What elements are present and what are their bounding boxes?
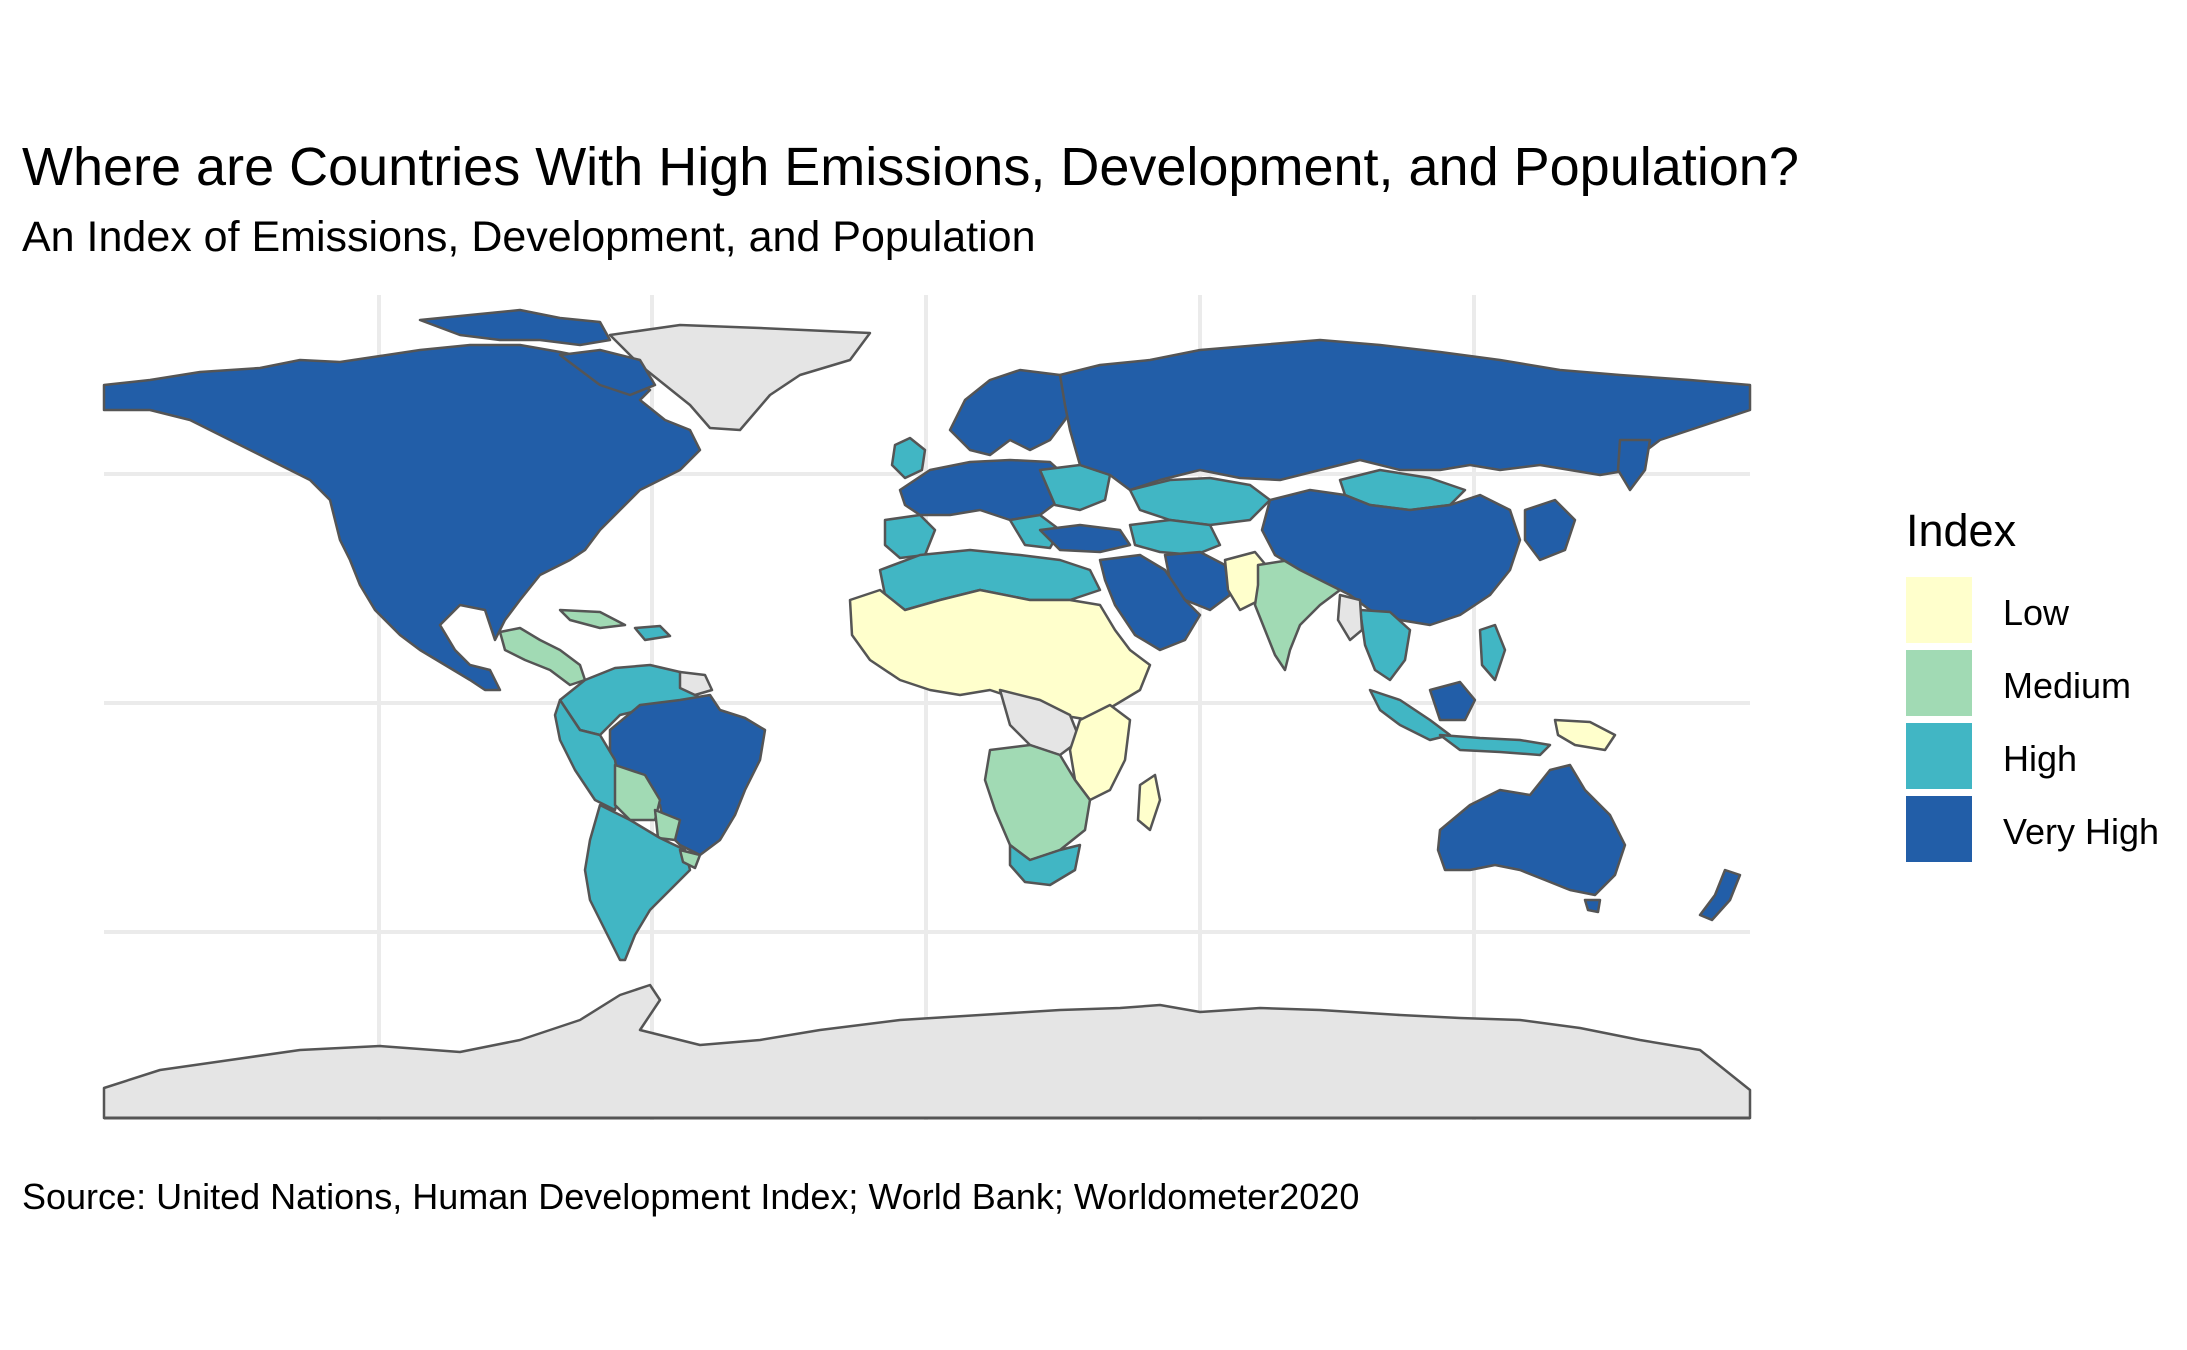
baffin-island <box>558 348 657 397</box>
central-america <box>498 626 587 687</box>
legend-key-medium <box>1906 650 1972 716</box>
korea-japan <box>1523 498 1577 562</box>
arctic-islands <box>418 308 612 347</box>
legend-label-medium: Medium <box>2003 665 2132 706</box>
western-europe <box>898 458 1072 522</box>
arabia <box>1098 553 1202 652</box>
argentina-chile <box>583 803 692 962</box>
kamchatka <box>1616 438 1652 492</box>
iberia <box>883 513 937 560</box>
sahel <box>848 588 1152 722</box>
uruguay <box>678 848 702 870</box>
china <box>1260 488 1522 627</box>
legend-key-very-high <box>1906 796 1972 862</box>
southern-africa <box>983 743 1092 862</box>
legend-title: Index <box>1906 505 2017 556</box>
philippines <box>1478 623 1507 682</box>
legend-key-low <box>1906 577 1972 643</box>
russia <box>1058 338 1752 492</box>
plot-subtitle: An Index of Emissions, Development, and … <box>22 213 1036 261</box>
paraguay <box>653 808 682 842</box>
peru-ecuador <box>553 698 622 812</box>
legend-label-high: High <box>2003 738 2078 779</box>
legend-label-very-high: Very High <box>2003 811 2160 852</box>
legend-key-high <box>1906 723 1972 789</box>
south-africa <box>1008 843 1082 887</box>
turkey <box>1038 523 1132 554</box>
indonesia-west <box>1368 688 1452 742</box>
cuba <box>558 608 627 630</box>
hispaniola <box>633 624 672 642</box>
myanmar <box>1336 593 1364 642</box>
indonesia-east <box>1438 733 1552 757</box>
borneo <box>1428 680 1477 722</box>
caucasus-central-asia <box>1128 518 1222 557</box>
madagascar <box>1136 773 1162 832</box>
kazakhstan <box>1128 476 1272 527</box>
uk-ireland <box>890 436 927 480</box>
papua-new-guinea <box>1553 718 1617 752</box>
australia <box>1436 763 1627 897</box>
antarctica <box>102 983 1752 1120</box>
indochina <box>1358 608 1412 682</box>
north-america <box>102 343 702 692</box>
scandinavia <box>948 368 1082 457</box>
tasmania <box>1583 898 1602 914</box>
plot-title: Where are Countries With High Emissions,… <box>22 137 1799 197</box>
legend-label-low: Low <box>2003 592 2070 633</box>
guianas <box>678 670 714 697</box>
countries <box>102 308 1752 1120</box>
east-africa <box>1068 703 1132 802</box>
new-zealand <box>1698 868 1742 922</box>
greenland <box>608 323 872 432</box>
plot-caption: Source: United Nations, Human Developmen… <box>22 1176 1360 1217</box>
